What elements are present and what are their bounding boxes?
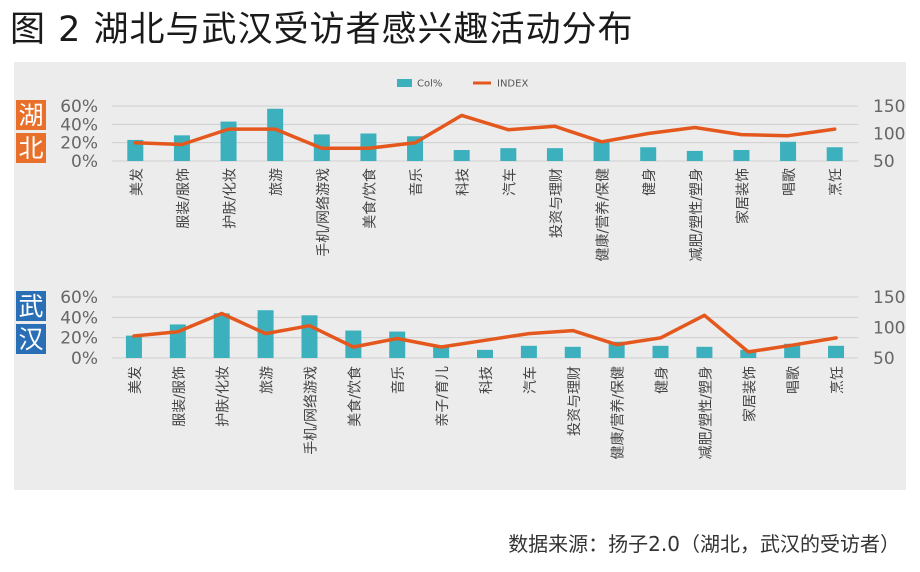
wuhan-bar [828, 345, 845, 358]
wuhan-category-label: 投资与理财 [567, 366, 583, 436]
wuhan-region-char-1: 武 [18, 292, 43, 321]
hubei-category-label: 减肥/塑性/塑身 [689, 168, 705, 261]
hubei-category-label: 投资与理财 [549, 168, 565, 238]
hubei-category-label: 美发 [129, 168, 145, 196]
wuhan-bar [345, 330, 362, 358]
hubei-category-label: 烹饪 [828, 168, 845, 196]
wuhan-region-tag-top [16, 291, 46, 321]
hubei-category-label: 健身 [642, 168, 658, 196]
hubei-bar [267, 108, 284, 161]
hubei-region-char-1: 湖 [18, 101, 43, 130]
wuhan-region-char-2: 汉 [18, 325, 43, 354]
wuhan-y-tick-label: 20% [60, 329, 98, 349]
hubei-bar [640, 147, 657, 161]
wuhan-y2-tick-label: 50 [873, 349, 895, 369]
legend-label-index: INDEX [497, 79, 528, 90]
hubei-category-label: 美食/饮食 [361, 168, 378, 229]
hubei-y2-tick-label: 150 [873, 97, 905, 117]
hubei-bar [826, 147, 843, 161]
wuhan-category-label: 美发 [128, 366, 144, 394]
wuhan-bar [520, 345, 537, 358]
wuhan-category-label: 手机/网络游戏 [303, 366, 319, 455]
hubei-bar [500, 148, 517, 161]
wuhan-category-label: 唱歌 [786, 366, 802, 394]
hubei-y-tick-label: 20% [60, 134, 98, 154]
hubei-region-tag-top [16, 100, 46, 130]
wuhan-bar [477, 349, 493, 358]
wuhan-category-label: 科技 [479, 366, 495, 394]
hubei-region-char-2: 北 [18, 134, 43, 163]
wuhan-category-label: 健康/营养/保健 [610, 366, 627, 459]
hubei-category-label: 手机/网络游戏 [316, 168, 332, 257]
hubei-category-label: 家居装饰 [734, 168, 751, 224]
wuhan-y2-tick-label: 150 [873, 288, 905, 308]
wuhan-region-tag-bottom [16, 324, 46, 354]
hubei-bar [127, 139, 144, 161]
wuhan-bar [125, 335, 142, 358]
wuhan-y-tick-label: 40% [60, 308, 98, 328]
wuhan-category-label: 美食/饮食 [346, 366, 363, 427]
hubei-index-line [133, 113, 837, 151]
wuhan-category-label: 服装/服饰 [172, 366, 188, 427]
figure-title: 图 2 湖北与武汉受访者感兴趣活动分布 [10, 10, 634, 50]
wuhan-bar [696, 346, 713, 358]
wuhan-category-label: 汽车 [522, 366, 539, 394]
wuhan-index-line [132, 311, 838, 354]
hubei-category-label: 唱歌 [782, 168, 798, 196]
hubei-category-label: 健康/营养/保健 [595, 168, 612, 261]
wuhan-category-label: 音乐 [390, 366, 407, 394]
source-note: 数据来源：扬子2.0（湖北，武汉的受访者） [508, 532, 900, 556]
hubei-y2-tick-label: 50 [873, 152, 895, 172]
hubei-bar [173, 135, 190, 161]
wuhan-bar [652, 345, 669, 358]
legend-label-col: Col% [417, 79, 442, 90]
legend-bar-swatch [397, 79, 412, 87]
hubei-bar [593, 141, 610, 161]
wuhan-bar [740, 349, 757, 358]
hubei-category-label: 护肤/化妆 [223, 168, 239, 229]
hubei-y2-tick-label: 100 [873, 125, 905, 145]
hubei-bar [733, 150, 750, 161]
wuhan-y-tick-label: 60% [60, 288, 98, 308]
wuhan-category-label: 护肤/化妆 [216, 366, 232, 427]
wuhan-bar [564, 346, 581, 358]
wuhan-category-label: 健身 [655, 366, 671, 394]
hubei-category-label: 服装/服饰 [176, 168, 192, 229]
hubei-bar [780, 141, 797, 161]
hubei-bar [686, 150, 703, 161]
hubei-y-tick-label: 40% [60, 115, 98, 135]
hubei-bar [546, 148, 563, 161]
wuhan-category-label: 烹饪 [829, 366, 846, 394]
wuhan-bar [213, 313, 230, 358]
wuhan-category-label: 家居装饰 [741, 366, 758, 422]
wuhan-category-label: 亲子/育儿 [435, 366, 451, 427]
hubei-category-label: 汽车 [501, 168, 518, 196]
wuhan-bar [389, 331, 406, 358]
wuhan-bar [301, 315, 318, 358]
hubei-category-label: 音乐 [408, 168, 425, 196]
hubei-category-label: 科技 [456, 168, 472, 196]
wuhan-category-label: 旅游 [260, 366, 276, 394]
hubei-category-label: 旅游 [269, 168, 285, 196]
wuhan-bar [433, 346, 450, 358]
wuhan-bar [608, 341, 625, 358]
hubei-y-tick-label: 0% [71, 152, 98, 172]
hubei-bar [453, 150, 470, 161]
wuhan-y2-tick-label: 100 [873, 319, 905, 339]
wuhan-category-label: 减肥/塑性/塑身 [698, 366, 714, 459]
wuhan-y-tick-label: 0% [71, 349, 98, 369]
chart-panel: Col% INDEX 湖北 0% 20% 40% 60% 50 100 150 美发 服装/服饰 护肤/… [14, 62, 906, 490]
hubei-y-tick-label: 60% [60, 97, 98, 117]
hubei-region-tag-bottom [16, 133, 46, 163]
